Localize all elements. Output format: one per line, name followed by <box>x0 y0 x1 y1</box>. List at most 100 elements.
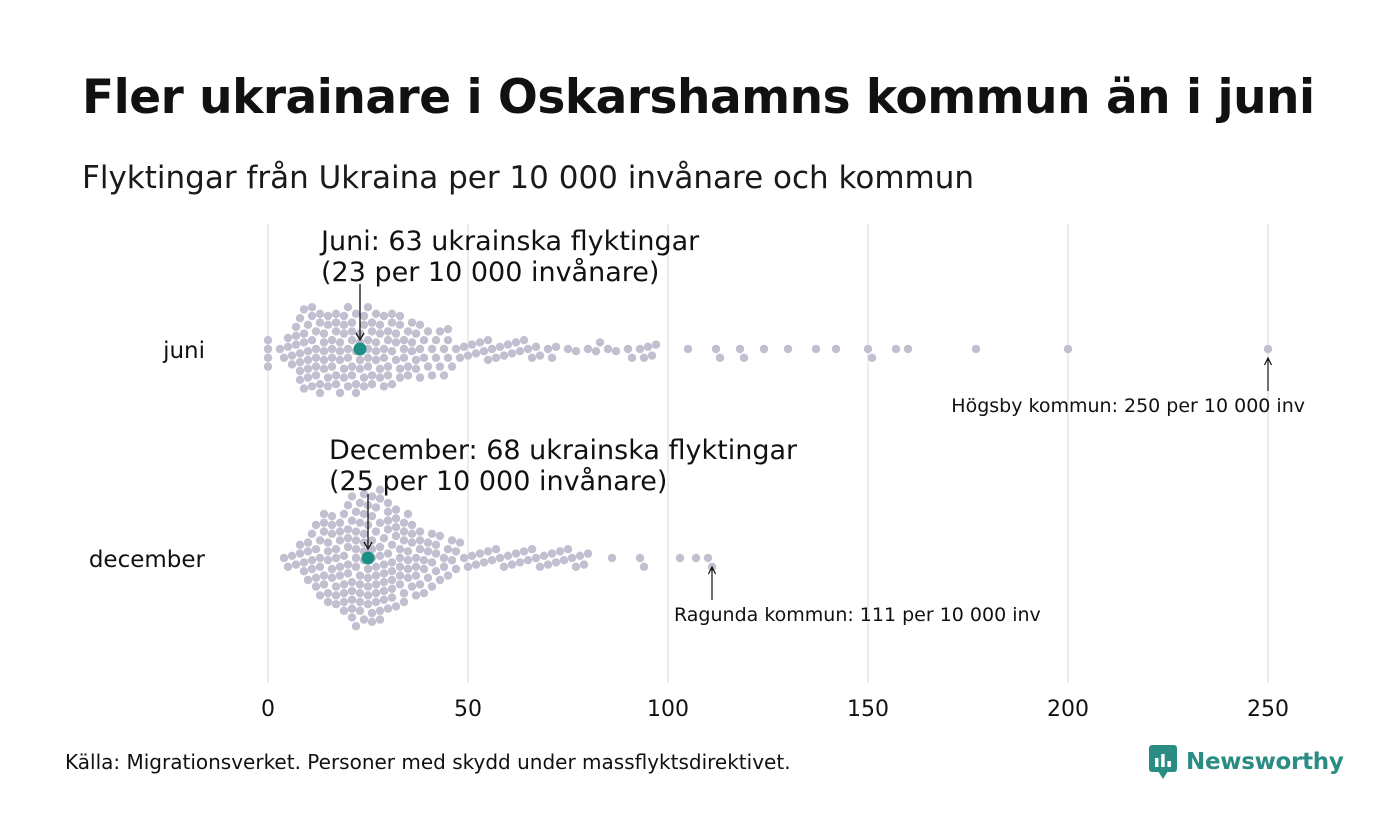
data-point <box>335 388 345 398</box>
data-point <box>531 553 541 563</box>
data-point <box>523 556 533 565</box>
data-point <box>347 327 357 336</box>
data-point <box>263 344 273 354</box>
data-point <box>415 580 425 589</box>
data-point <box>535 562 545 571</box>
data-point <box>375 494 385 503</box>
data-point <box>703 553 713 563</box>
data-point <box>319 329 329 338</box>
data-point <box>443 545 453 554</box>
data-point <box>355 580 365 589</box>
data-point <box>371 571 381 580</box>
highlight-arrowhead <box>355 332 365 342</box>
data-point <box>363 582 373 591</box>
data-point <box>463 351 473 360</box>
data-point <box>315 553 325 563</box>
data-point <box>295 358 305 367</box>
data-point <box>263 353 273 362</box>
data-point <box>383 549 393 558</box>
data-point <box>535 351 545 360</box>
data-point <box>487 556 497 565</box>
data-point <box>351 388 361 398</box>
data-point <box>371 562 381 571</box>
data-point <box>291 340 301 349</box>
data-point <box>523 344 533 354</box>
annotations: Juni: 63 ukrainska flyktingar(23 per 10 … <box>319 226 1305 626</box>
data-point <box>347 362 357 371</box>
data-point <box>559 556 569 565</box>
logo-wordmark: Newsworthy <box>1186 749 1344 775</box>
data-point <box>307 529 317 538</box>
data-point <box>503 551 513 560</box>
data-point <box>759 344 769 354</box>
data-point <box>515 558 525 567</box>
data-point <box>371 589 381 598</box>
data-point <box>363 591 373 600</box>
data-point <box>387 558 397 567</box>
data-point <box>375 615 385 624</box>
data-point <box>303 538 313 547</box>
data-point <box>295 366 305 376</box>
data-point <box>383 507 393 516</box>
data-point <box>343 501 353 510</box>
data-point <box>327 512 337 521</box>
data-point <box>611 347 621 356</box>
data-point <box>411 571 421 580</box>
data-point <box>355 355 365 365</box>
data-point <box>555 547 565 556</box>
data-point <box>331 318 341 327</box>
x-tick-label: 0 <box>261 697 275 722</box>
data-point <box>383 327 393 336</box>
extreme-arrowhead <box>707 565 717 575</box>
data-point <box>551 558 561 567</box>
data-point <box>343 303 353 312</box>
data-point <box>403 371 413 380</box>
data-point <box>367 536 377 545</box>
bar-chart-speech-bubble-icon <box>1149 745 1177 779</box>
highlight-point <box>353 342 367 356</box>
data-point <box>379 569 389 578</box>
extreme-arrowhead <box>1263 356 1273 366</box>
data-point <box>347 604 357 613</box>
data-point <box>1063 344 1073 354</box>
data-point <box>335 571 345 580</box>
data-point <box>411 355 421 365</box>
data-point <box>307 311 317 321</box>
data-point <box>335 338 345 347</box>
data-point <box>311 327 321 336</box>
data-point <box>367 380 377 389</box>
data-point <box>339 589 349 598</box>
data-point <box>491 353 501 362</box>
data-point <box>563 545 573 554</box>
data-point <box>303 373 313 382</box>
data-point <box>319 527 329 536</box>
data-point <box>375 542 385 552</box>
data-point <box>395 320 405 329</box>
data-point <box>459 342 469 351</box>
data-point <box>407 529 417 538</box>
data-point <box>287 351 297 360</box>
highlight-label-line1: Juni: 63 ukrainska flyktingar <box>319 226 700 257</box>
data-point <box>419 353 429 362</box>
data-point <box>419 589 429 598</box>
data-point <box>379 353 389 362</box>
data-point <box>419 564 429 574</box>
data-point <box>331 600 341 609</box>
data-point <box>307 303 317 312</box>
data-point <box>403 509 413 519</box>
data-point <box>383 362 393 371</box>
data-point <box>519 547 529 556</box>
data-point <box>399 597 409 607</box>
data-point <box>279 353 289 362</box>
data-point <box>351 536 361 545</box>
data-point <box>351 527 361 536</box>
data-point <box>395 545 405 554</box>
data-point <box>335 518 345 527</box>
data-point <box>411 591 421 600</box>
data-point <box>347 586 357 596</box>
data-point <box>375 364 385 373</box>
data-point <box>371 347 381 356</box>
data-point <box>347 371 357 380</box>
data-point <box>319 571 329 580</box>
x-tick-label: 250 <box>1247 697 1289 722</box>
